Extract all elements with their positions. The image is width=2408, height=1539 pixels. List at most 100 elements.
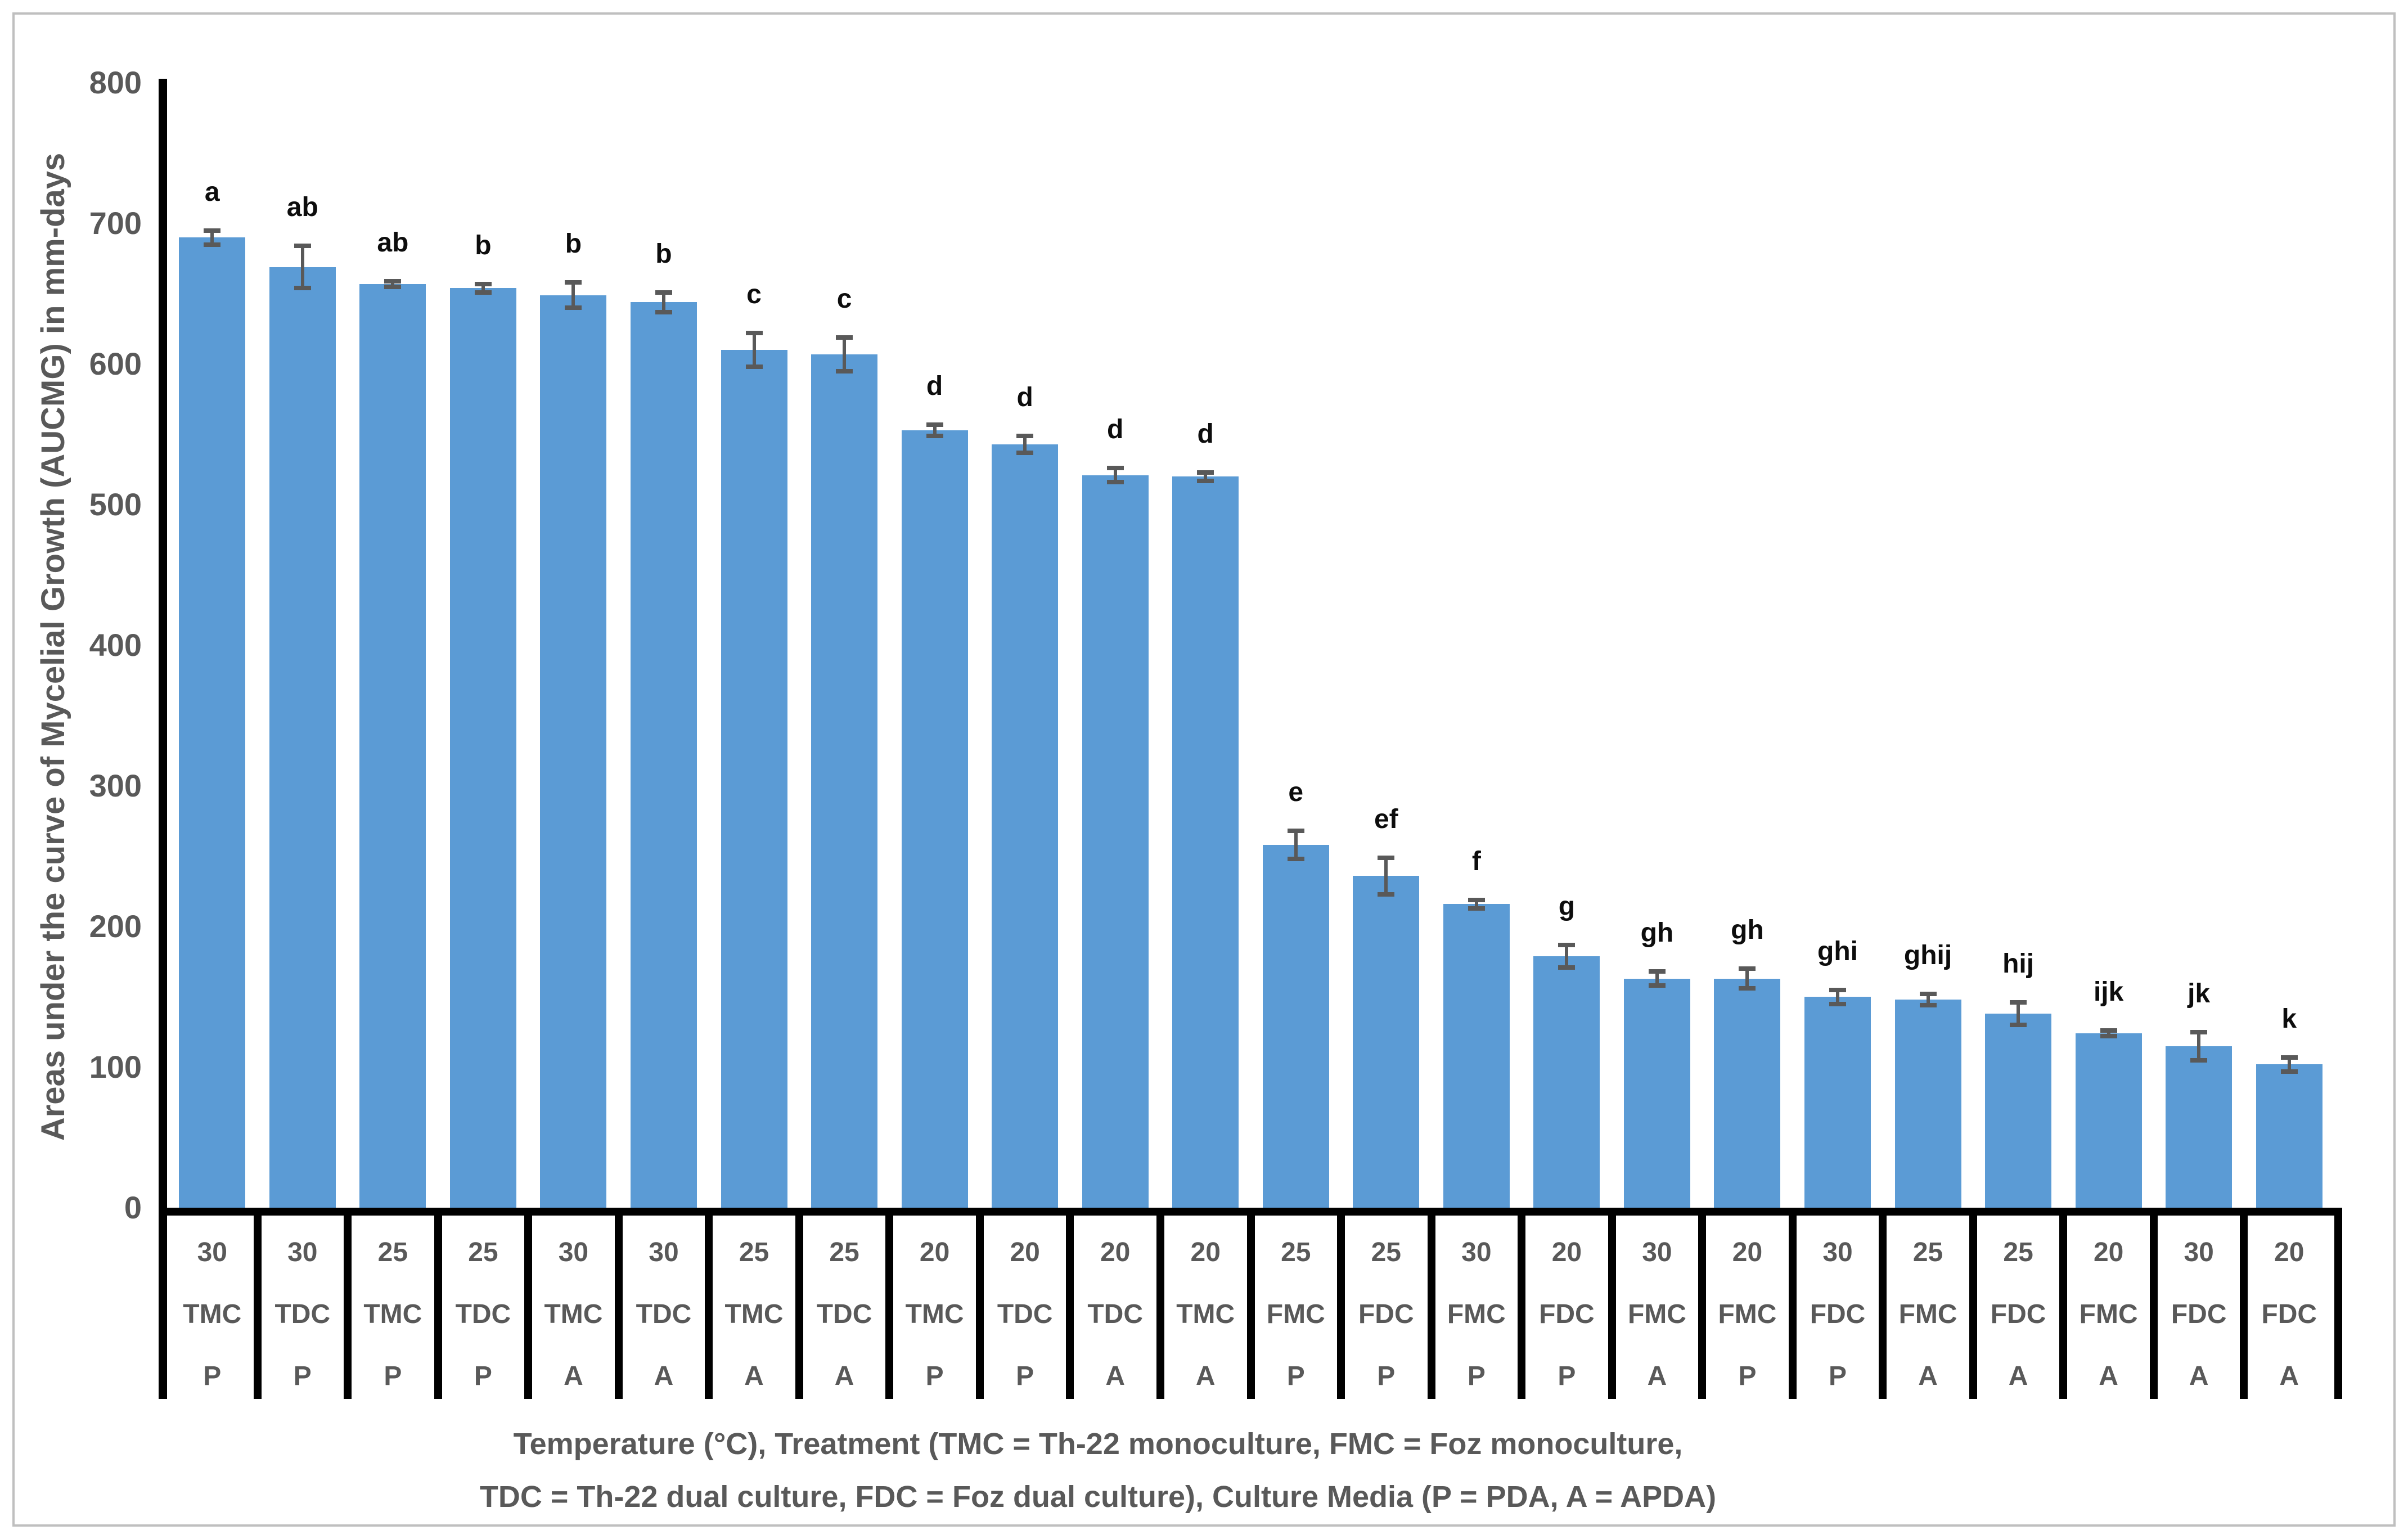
category-label-treatment: FMC [2079, 1299, 2138, 1329]
category-separator [2240, 1216, 2248, 1399]
error-bar-stem [1023, 435, 1027, 453]
error-bar-stem [1474, 899, 1478, 908]
significance-letter: ab [286, 192, 318, 222]
bar [1353, 876, 1420, 1208]
error-bar-cap [836, 335, 853, 340]
bar [359, 284, 426, 1208]
error-bar-stem [661, 292, 665, 312]
error-bar-cap [745, 364, 763, 369]
category-label-media: A [1918, 1361, 1938, 1391]
error-bar-cap [926, 422, 943, 427]
y-tick-label: 600 [89, 346, 142, 381]
error-bar-cap [2280, 1069, 2298, 1074]
error-bar-cap [1829, 1001, 1847, 1006]
category-separator [1066, 1216, 1074, 1399]
significance-letter: ghij [1903, 940, 1952, 970]
error-bar-stem [300, 246, 304, 288]
y-tick-label: 0 [124, 1190, 142, 1225]
category-label-treatment: FDC [1539, 1299, 1595, 1329]
error-bar-cap [384, 284, 402, 289]
category-label-media: A [2099, 1361, 2118, 1391]
category-table-right-border [2334, 1208, 2342, 1399]
error-bar-cap [1739, 966, 1756, 971]
error-bar-stem [2017, 1002, 2020, 1025]
category-separator [705, 1216, 713, 1399]
category-label-temperature: 30 [197, 1238, 227, 1267]
category-label-treatment: FDC [1810, 1299, 1866, 1329]
bar [2256, 1064, 2323, 1208]
category-label-media: P [203, 1361, 222, 1391]
error-bar-cap [294, 286, 311, 290]
significance-letter: ijk [2093, 977, 2124, 1007]
y-tick-label: 200 [89, 908, 142, 944]
error-bar-stem [933, 424, 937, 436]
error-bar-cap [1648, 969, 1666, 974]
category-label-treatment: FDC [2171, 1299, 2227, 1329]
significance-letter: c [836, 284, 852, 314]
error-bar-cap [294, 244, 311, 248]
category-label-treatment: TMC [724, 1299, 784, 1329]
error-bar-cap [2010, 1023, 2027, 1027]
y-tick-label: 500 [89, 487, 142, 522]
error-bar-stem [1926, 994, 1930, 1005]
category-separator [795, 1216, 803, 1399]
category-separator [1879, 1216, 1887, 1399]
category-label-media: P [474, 1361, 492, 1391]
error-bar-cap [1739, 986, 1756, 991]
error-bar-stem [2197, 1032, 2201, 1060]
bar [1443, 904, 1510, 1208]
category-label-treatment: TMC [363, 1299, 422, 1329]
error-bar-stem [843, 337, 847, 371]
error-bar-cap [1919, 992, 1937, 996]
error-bar-cap [1287, 857, 1304, 861]
category-label-media: P [1377, 1361, 1396, 1391]
significance-letter: g [1558, 891, 1576, 921]
bar [2075, 1033, 2142, 1208]
category-label-media: A [1195, 1361, 1216, 1391]
error-bar-cap [1378, 892, 1395, 897]
bar [630, 302, 697, 1208]
category-label-treatment: TDC [816, 1299, 872, 1329]
significance-letter: d [1197, 418, 1214, 449]
error-bar-cap [1829, 987, 1847, 992]
significance-letter: a [204, 177, 220, 207]
category-label-treatment: FMC [1447, 1299, 1506, 1329]
significance-letter: b [565, 229, 582, 259]
category-label-temperature: 20 [1100, 1238, 1131, 1267]
error-bar-cap [2100, 1034, 2117, 1038]
category-label-treatment: TDC [636, 1299, 692, 1329]
category-separator [975, 1216, 984, 1399]
category-label-media: A [2008, 1361, 2028, 1391]
category-separator [253, 1216, 262, 1399]
category-label-temperature: 20 [1010, 1238, 1040, 1267]
y-tick-label: 800 [89, 65, 142, 100]
significance-letter: k [2281, 1004, 2297, 1034]
category-label-temperature: 25 [1371, 1238, 1401, 1267]
category-label-temperature: 25 [2003, 1238, 2033, 1267]
significance-letter: ef [1374, 804, 1398, 834]
category-label-temperature: 25 [829, 1238, 859, 1267]
error-bar-cap [2100, 1028, 2117, 1033]
category-label-media: P [925, 1361, 944, 1391]
error-bar-cap [745, 331, 763, 335]
category-label-temperature: 20 [2274, 1238, 2305, 1267]
error-bar-cap [1378, 855, 1395, 860]
category-label-media: A [744, 1361, 764, 1391]
bar [1623, 978, 1690, 1208]
category-label-treatment: TMC [1176, 1299, 1235, 1329]
bar [269, 267, 336, 1208]
error-bar-cap [1106, 466, 1124, 470]
category-label-temperature: 20 [1551, 1238, 1582, 1267]
error-bar-cap [2190, 1029, 2208, 1034]
significance-letter: d [1107, 415, 1124, 444]
error-bar-cap [655, 309, 672, 314]
error-bar-cap [2190, 1058, 2208, 1063]
error-bar-stem [1655, 971, 1659, 986]
bar [721, 350, 787, 1208]
category-label-media: A [834, 1361, 854, 1391]
category-label-temperature: 25 [377, 1238, 408, 1267]
error-bar-stem [571, 282, 575, 308]
category-label-temperature: 30 [1461, 1238, 1492, 1267]
error-bar-cap [1919, 1003, 1937, 1007]
significance-letter: d [926, 371, 943, 401]
